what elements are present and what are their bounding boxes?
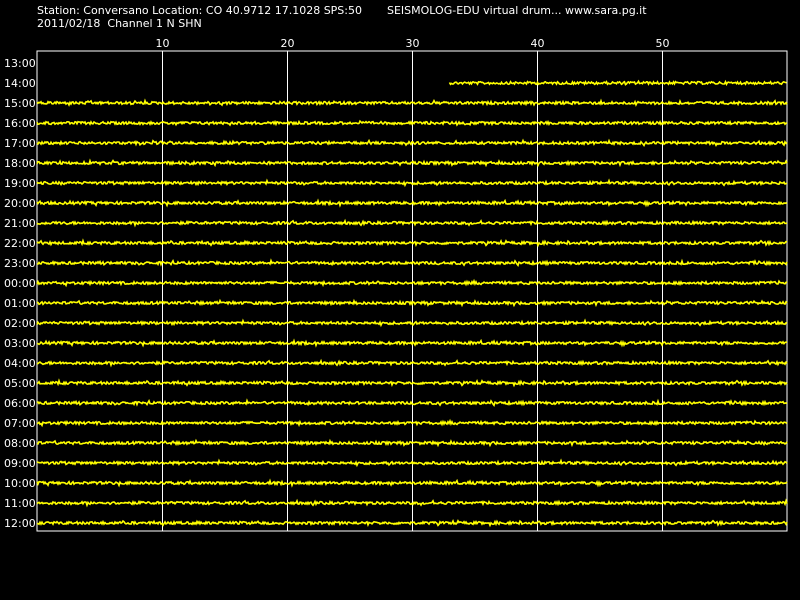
hour-label: 03:00 — [4, 337, 36, 350]
hour-label: 02:00 — [4, 317, 36, 330]
drum-title: SEISMOLOG-EDU virtual drum... www.sara.p… — [387, 4, 647, 17]
trace-1700 — [36, 138, 788, 148]
hour-label: 23:00 — [4, 257, 36, 270]
x-tick-label: 30 — [406, 37, 420, 50]
hour-label: 22:00 — [4, 237, 36, 250]
hour-label: 14:00 — [4, 77, 36, 90]
hour-label: 17:00 — [4, 137, 36, 150]
hour-label: 18:00 — [4, 157, 36, 170]
trace-0500 — [36, 378, 788, 388]
trace-0400 — [36, 358, 788, 368]
x-tick-label: 10 — [156, 37, 170, 50]
x-tick-label: 20 — [281, 37, 295, 50]
trace-1200 — [36, 518, 788, 528]
x-tick-label: 40 — [531, 37, 545, 50]
trace-2300 — [36, 258, 788, 267]
trace-0900 — [36, 458, 788, 468]
trace-2100 — [36, 218, 788, 228]
trace-1900 — [36, 178, 788, 188]
hour-label: 20:00 — [4, 197, 36, 210]
trace-1800 — [36, 158, 788, 168]
hour-label: 19:00 — [4, 177, 36, 190]
trace-2200 — [36, 238, 788, 248]
hour-label: 12:00 — [4, 517, 36, 530]
trace-1100 — [36, 498, 788, 508]
trace-0700 — [36, 418, 788, 428]
trace-1600 — [36, 119, 788, 127]
hour-label: 05:00 — [4, 377, 36, 390]
hour-label: 16:00 — [4, 117, 36, 130]
hour-label: 04:00 — [4, 357, 36, 370]
trace-1400 — [448, 79, 787, 87]
hour-label: 13:00 — [4, 57, 36, 70]
trace-0800 — [36, 438, 788, 448]
trace-1500 — [36, 98, 788, 107]
date-channel-info: 2011/02/18 Channel 1 N SHN — [37, 17, 202, 30]
hour-label: 10:00 — [4, 477, 36, 490]
hour-labels: 13:00 14:00 15:00 16:00 17:00 18:00 19:00 20:00… — [4, 57, 36, 530]
trace-0100 — [36, 298, 788, 308]
hour-label: 15:00 — [4, 97, 36, 110]
x-tick-label: 50 — [656, 37, 670, 50]
hour-label: 01:00 — [4, 297, 36, 310]
trace-0300 — [36, 338, 787, 348]
seismic-traces — [36, 79, 788, 528]
grid-lines — [162, 51, 663, 531]
trace-0200 — [36, 318, 788, 328]
hour-label: 00:00 — [4, 277, 36, 290]
trace-0600 — [36, 398, 788, 407]
hour-label: 09:00 — [4, 457, 36, 470]
hour-label: 06:00 — [4, 397, 36, 410]
hour-label: 07:00 — [4, 417, 36, 430]
trace-2000 — [36, 198, 788, 208]
x-tick-labels: 10 20 30 40 50 — [156, 37, 670, 50]
trace-1000 — [36, 478, 788, 488]
hour-label: 21:00 — [4, 217, 36, 230]
trace-0000 — [36, 278, 788, 288]
station-info: Station: Conversano Location: CO 40.9712… — [37, 4, 362, 17]
hour-label: 08:00 — [4, 437, 36, 450]
hour-label: 11:00 — [4, 497, 36, 510]
